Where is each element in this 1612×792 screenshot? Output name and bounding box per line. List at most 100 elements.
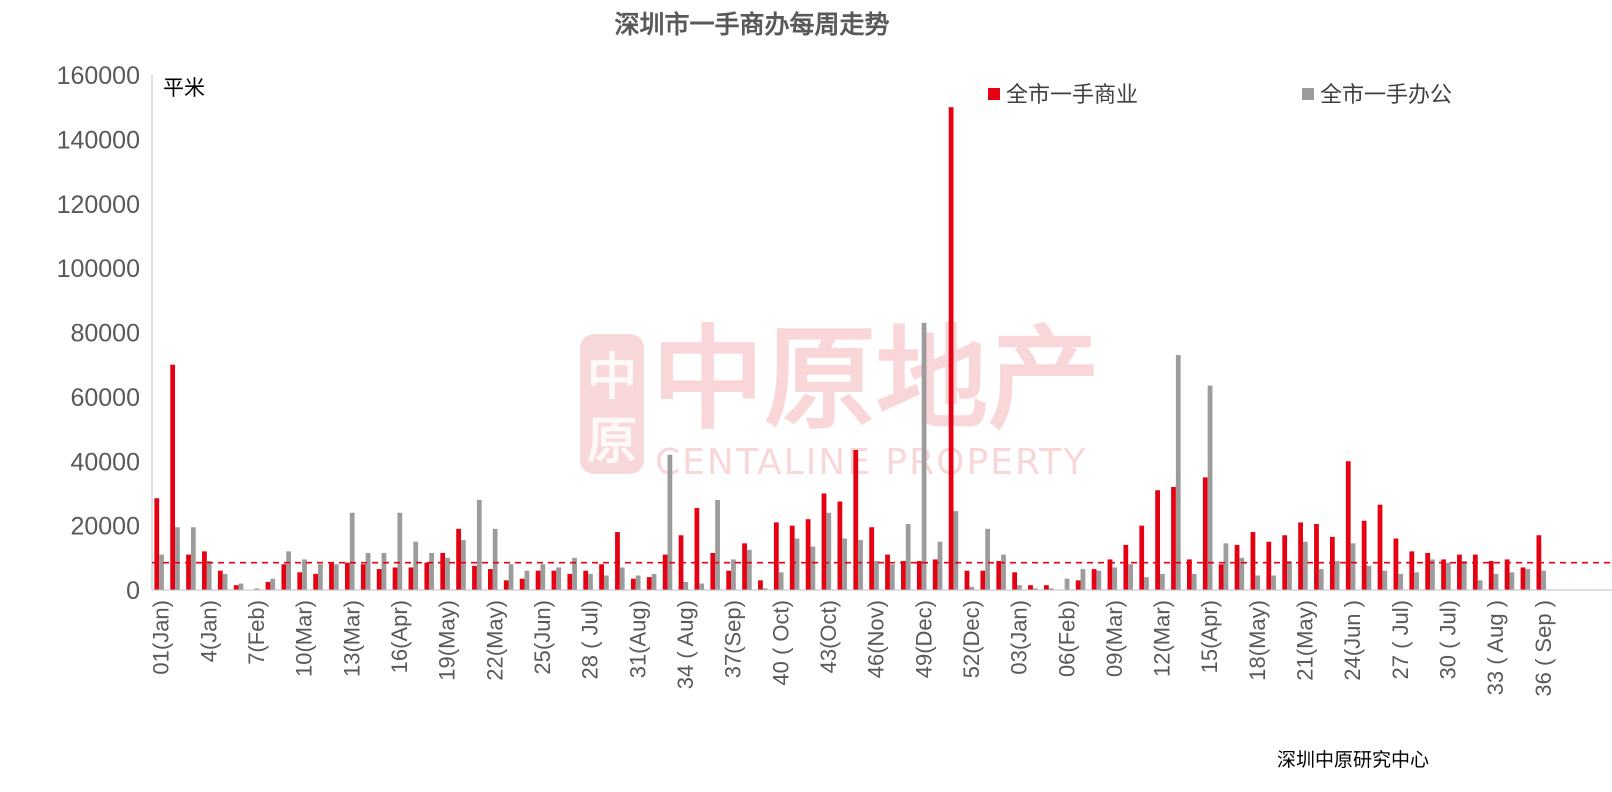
y-tick-label: 140000 — [57, 126, 140, 154]
bar-office — [397, 512, 403, 590]
watermark-logo-char-1: 中 — [587, 348, 637, 406]
bar-office — [238, 583, 244, 590]
y-tick-label: 60000 — [70, 384, 140, 412]
bar-office — [460, 540, 466, 590]
x-tick-label: 25(Jun) — [530, 600, 555, 675]
bar-commercial — [1488, 561, 1494, 590]
bar-office — [842, 538, 848, 590]
x-tick-label: 10(Mar) — [292, 600, 317, 677]
bar-commercial — [853, 449, 859, 590]
bar-office — [889, 564, 895, 590]
bar-office — [302, 559, 307, 590]
x-tick-label: 46(Nov) — [864, 600, 889, 678]
bar-commercial — [1361, 520, 1367, 590]
bar-office — [603, 575, 609, 590]
bar-office — [333, 564, 339, 590]
bar-office — [445, 557, 450, 590]
bar-commercial — [345, 562, 350, 590]
watermark-logo-seal — [580, 334, 644, 474]
bar-office — [858, 540, 863, 590]
bar-commercial — [170, 364, 176, 590]
bar-office — [1159, 573, 1165, 590]
bar-commercial — [1298, 522, 1303, 590]
x-tick-label: 24(Jun ) — [1340, 600, 1365, 681]
bar-office — [508, 564, 514, 590]
x-tick-label: 36 ( Sep ) — [1531, 600, 1556, 697]
bar-commercial — [1472, 554, 1478, 590]
y-tick-label: 80000 — [70, 320, 140, 348]
x-tick-label: 16(Apr) — [387, 600, 412, 673]
y-axis: 0 20000 40000 60000 80000 100000 120000 140000 1… — [57, 62, 153, 605]
bar-office — [699, 583, 705, 590]
bar-commercial — [1457, 554, 1462, 590]
bar-office — [683, 581, 689, 590]
bar-office — [731, 559, 736, 590]
bar-commercial — [233, 585, 239, 590]
x-tick-label: 52(Dec) — [959, 600, 984, 678]
bar-office — [381, 552, 387, 590]
bar-office — [1525, 569, 1531, 590]
bar-office — [413, 541, 419, 590]
bar-office — [1112, 567, 1118, 590]
bar-commercial — [1266, 541, 1272, 590]
bar-office — [1509, 572, 1515, 590]
bar-commercial — [567, 573, 573, 590]
bar-office — [524, 570, 530, 590]
legend: 全市一手商业 全市一手办公 — [988, 83, 1452, 108]
bar-office — [1445, 562, 1451, 590]
bar-office — [746, 549, 752, 590]
bar-office — [1271, 575, 1276, 590]
bar-commercial — [408, 567, 414, 590]
bar-office — [921, 322, 927, 590]
bar-office — [572, 557, 577, 590]
bar-office — [1017, 585, 1022, 590]
bar-commercial — [392, 567, 398, 590]
bar-commercial — [440, 552, 446, 590]
bar-commercial — [948, 107, 954, 590]
bar-office — [1366, 565, 1372, 590]
bar-commercial — [694, 507, 700, 590]
x-tick-label: 31(Aug) — [625, 600, 650, 678]
x-tick-label: 34 ( Aug) — [673, 600, 698, 689]
bar-commercial — [1441, 559, 1446, 590]
bar-office — [365, 552, 371, 590]
bar-office — [1541, 570, 1547, 590]
bar-commercial — [376, 569, 382, 590]
bar-commercial — [1155, 490, 1160, 590]
x-axis: 01(Jan) 4(Jan) 7(Feb) 10(Mar) 13(Mar) 16(Apr)… — [149, 600, 1556, 697]
bar-commercial — [1314, 524, 1319, 590]
bar-office — [1064, 578, 1070, 590]
bar-office — [969, 586, 975, 590]
bar-commercial — [503, 580, 509, 590]
x-tick-label: 21(May) — [1293, 600, 1318, 681]
bar-office — [1048, 588, 1054, 590]
x-tick-label: 27 ( Jul) — [1388, 600, 1413, 679]
bar-office — [159, 554, 164, 590]
bar-commercial — [1123, 544, 1129, 590]
x-tick-label: 28 ( Jul) — [578, 600, 603, 679]
bar-commercial — [519, 578, 525, 590]
bar-commercial — [1202, 477, 1208, 590]
bar-office — [540, 564, 546, 590]
legend-swatch-office — [1302, 88, 1314, 100]
bar-commercial — [1044, 585, 1049, 590]
bar-office — [1191, 573, 1197, 590]
bar-office — [1302, 541, 1308, 590]
bar-commercial — [1107, 559, 1113, 590]
bar-commercial — [1377, 504, 1383, 590]
x-tick-label: 22(May) — [482, 600, 507, 681]
y-tick-label: 40000 — [70, 448, 140, 476]
bar-office — [588, 573, 593, 590]
bar-commercial — [202, 551, 207, 591]
bar-commercial — [551, 570, 557, 590]
x-tick-label: 30 ( Jul) — [1436, 600, 1461, 679]
bar-commercial — [615, 532, 620, 590]
bar-commercial — [1393, 538, 1399, 590]
chart-title: 深圳市一手商办每周走势 — [614, 10, 889, 39]
bar-office — [905, 524, 911, 590]
x-tick-label: 37(Sep) — [721, 600, 746, 678]
bar-office — [556, 567, 562, 590]
y-tick-label: 120000 — [57, 191, 140, 219]
bar-commercial — [1218, 564, 1224, 590]
